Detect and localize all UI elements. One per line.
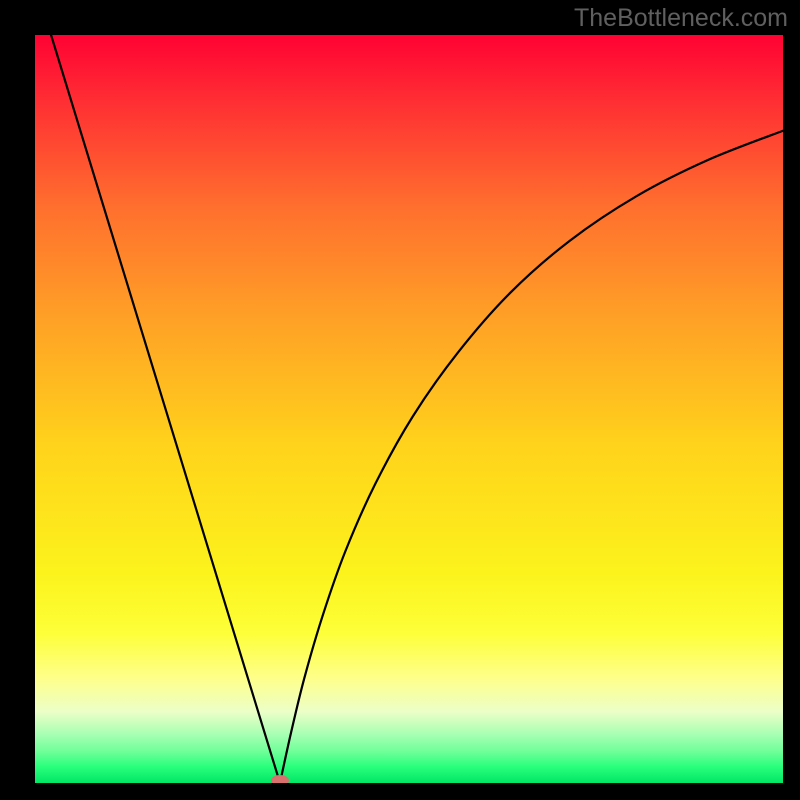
curve-left-branch: [51, 35, 280, 783]
curve-right-branch: [280, 131, 783, 783]
bottleneck-curve: [35, 35, 783, 783]
plot-area: [35, 35, 783, 783]
optimal-point-marker: [271, 775, 289, 783]
watermark-text: TheBottleneck.com: [574, 4, 788, 33]
